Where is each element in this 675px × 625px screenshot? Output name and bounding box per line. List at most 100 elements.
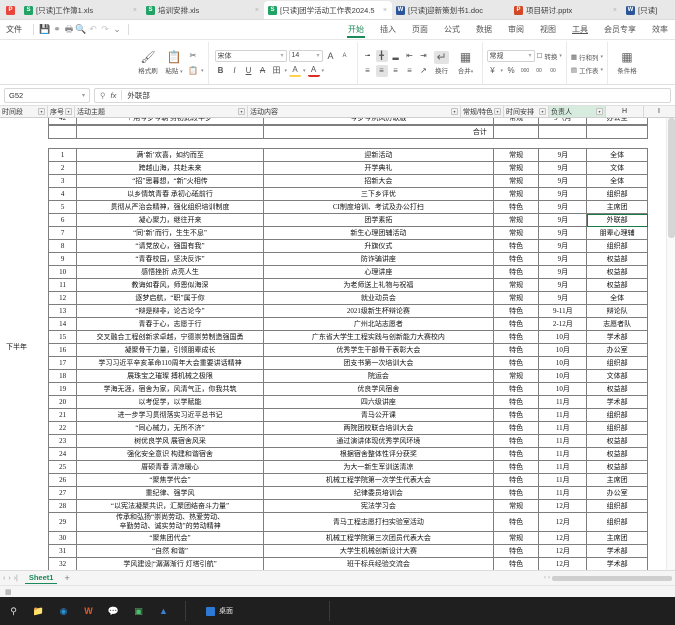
spreadsheet-grid[interactable]: 时间段 ▾ 序号 ▾ 活动主题 ▾ 活动内容 ▾ 常规/特色 ▾ 时间安排 ▾ — [0, 106, 675, 570]
cell-schedule[interactable]: 10月 — [538, 382, 588, 396]
cell-schedule[interactable]: 9月 — [538, 239, 588, 253]
cell-content[interactable]: 防诈骗讲座 — [262, 252, 494, 266]
cell-type[interactable]: 常规 — [492, 148, 540, 162]
cell-content[interactable]: 团学素拓 — [262, 213, 494, 227]
cell-theme[interactable]: 跨越山海，共赴未来 — [76, 161, 264, 175]
cell-type[interactable]: 特色 — [492, 421, 540, 435]
cell-content[interactable]: 招新大会 — [262, 174, 494, 188]
cell-theme[interactable]: 重纪律、强学风 — [76, 486, 264, 500]
cell-theme[interactable]: “青春校园，坚决反诈” — [76, 252, 264, 266]
column-header-theme[interactable]: 活动主题 ▾ — [75, 106, 248, 117]
table-row[interactable]: 20 以考促学，以学赋能 四六级讲座 特色 11月 学术部 — [47, 395, 648, 409]
convert-button[interactable]: ☐ 转换 ▾ — [536, 52, 562, 61]
cell-schedule[interactable]: 9月 — [538, 265, 588, 279]
column-header-i[interactable]: I — [644, 106, 674, 117]
filter-dropdown-icon[interactable]: ▾ — [65, 108, 72, 115]
cell-index[interactable]: 13 — [47, 304, 78, 318]
cell-owner[interactable]: 学术部 — [586, 330, 648, 344]
file-explorer-icon[interactable]: 📁 — [32, 605, 45, 616]
cell-theme[interactable]: 教诲如春风，师恩似海深 — [76, 278, 264, 292]
cell-index[interactable]: 9 — [47, 252, 78, 266]
filter-dropdown-icon[interactable]: ▾ — [539, 108, 546, 115]
table-row[interactable]: 14 青春于心，志愿于行 广州北站志愿者 特色 2-12月 志愿者队 — [47, 317, 648, 331]
tab-formula[interactable]: 公式 — [444, 24, 460, 34]
undo-icon[interactable]: ↶ — [89, 24, 97, 34]
cell-type[interactable]: 常规 — [492, 531, 540, 545]
tab-tools[interactable]: 工具 — [572, 24, 588, 34]
cell-owner[interactable]: 组织部 — [586, 512, 648, 532]
cell-owner[interactable]: 文体 — [586, 161, 648, 175]
filter-dropdown-icon[interactable]: ▾ — [238, 108, 245, 115]
cell-index[interactable] — [47, 125, 78, 139]
cell-index[interactable]: 10 — [47, 265, 78, 279]
cell-type[interactable]: 特色 — [492, 252, 540, 266]
align-middle-button[interactable]: ╋ — [375, 49, 388, 62]
cell-type[interactable]: 特色 — [492, 304, 540, 318]
cell-content[interactable]: 大学生机械创新设计大赛 — [262, 544, 494, 558]
document-tab-pdf[interactable]: P — [2, 1, 20, 19]
cell-theme[interactable] — [76, 125, 264, 139]
cell-type[interactable]: 特色 — [492, 343, 540, 357]
first-sheet-icon[interactable]: ‹ — [3, 574, 6, 582]
cell-type[interactable]: 特色 — [492, 460, 540, 474]
table-row[interactable]: 31 “自然 和谐” 大学生机械创新设计大赛 特色 12月 学术部 — [47, 544, 648, 558]
column-header-content[interactable]: 活动内容 ▾ — [248, 106, 461, 117]
align-center-button[interactable]: ≡ — [375, 64, 388, 77]
cell-index[interactable]: 25 — [47, 460, 78, 474]
cell-index[interactable]: 18 — [47, 369, 78, 383]
column-header-index[interactable]: 序号 ▾ — [48, 106, 75, 117]
cell-owner[interactable]: 组织部 — [586, 187, 648, 201]
cell-type[interactable]: 特色 — [492, 382, 540, 396]
taskbar-window-desktop[interactable]: 桌面 — [200, 604, 239, 618]
chevron-down-icon[interactable]: ▾ — [500, 67, 504, 74]
cell-schedule[interactable]: 11月 — [538, 447, 588, 461]
cell-content[interactable]: 机械工程学院第三次团员代表大会 — [262, 531, 494, 545]
column-header-type[interactable]: 常规/特色 ▾ — [461, 106, 504, 117]
cell-type[interactable]: 特色 — [492, 434, 540, 448]
format-painter-button[interactable]: 🖌 格式刷 — [135, 42, 161, 84]
table-row[interactable]: 8 “请党放心，强国有我” 升旗仪式 特色 9月 组织部 — [47, 239, 648, 253]
cell-content[interactable]: 迎新活动 — [262, 148, 494, 162]
document-tab-training[interactable]: S 培训安排.xls × — [142, 1, 264, 19]
cell-index[interactable]: 11 — [47, 278, 78, 292]
number-format-select[interactable]: 常规 ▾ — [486, 49, 535, 62]
decrease-indent-button[interactable]: ⇤ — [406, 51, 413, 60]
cell-theme[interactable]: 树优良学风 展宿舍风采 — [76, 434, 264, 448]
filter-dropdown-icon[interactable]: ▾ — [451, 108, 458, 115]
cell-theme[interactable]: 贯彻从严治会精神，强化组织培训制度 — [76, 200, 264, 214]
tab-home[interactable]: 开始 — [347, 22, 365, 38]
cell-schedule[interactable]: 9月 — [538, 278, 588, 292]
cell-schedule[interactable]: 10月 — [538, 369, 588, 383]
cell-type[interactable]: 常规 — [492, 499, 540, 513]
chevron-down-icon[interactable]: ▾ — [201, 67, 204, 74]
table-row[interactable]: 3 “招”思暮想，“新”火相传 招新大会 常规 9月 全体 — [47, 174, 648, 188]
column-header-period[interactable]: 时间段 ▾ — [0, 106, 48, 117]
cell-type[interactable]: 特色 — [492, 356, 540, 370]
wps-icon[interactable]: W — [84, 606, 93, 616]
cell-owner[interactable]: 学术部 — [586, 557, 648, 570]
view-mode-icon[interactable]: ▦ — [5, 588, 12, 596]
table-row[interactable]: 2 跨越山海，共赴未来 开学典礼 常规 9月 文体 — [47, 161, 648, 175]
cell-owner[interactable] — [586, 125, 648, 139]
tab-page[interactable]: 页面 — [412, 24, 428, 34]
tab-insert[interactable]: 插入 — [380, 24, 396, 34]
cell-type[interactable]: 特色 — [492, 557, 540, 570]
cell-index[interactable]: 14 — [47, 317, 78, 331]
worksheet-button[interactable]: ▤ 工作表 ▾ — [570, 66, 604, 75]
cell-content[interactable]: 为大一新生军训送清凉 — [262, 460, 494, 474]
cell-index[interactable]: 15 — [47, 330, 78, 344]
cell-content[interactable]: 优秀学生干部骨干表彰大会 — [262, 343, 494, 357]
document-tab-project-pptx[interactable]: P 项目研讨.pptx × — [510, 1, 622, 19]
cell-index[interactable]: 6 — [47, 213, 78, 227]
cell-owner[interactable]: 主席团 — [586, 473, 648, 487]
filter-dropdown-icon[interactable]: ▾ — [596, 108, 603, 115]
cell-owner[interactable]: 办公室 — [586, 486, 648, 500]
cell-schedule[interactable]: 9月 — [538, 291, 588, 305]
cell-owner[interactable]: 主席团 — [586, 200, 648, 214]
font-color-button[interactable]: A — [307, 65, 320, 77]
table-row[interactable]: 24 强化安全意识 构建和谐宿舍 根据宿舍整体性评分获奖 特色 11月 权益部 — [47, 447, 648, 461]
table-row[interactable]: 18 展珠宝之璀璨 搏机械之极限 院运会 常规 10月 文体部 — [47, 369, 648, 383]
cell-index[interactable]: 24 — [47, 447, 78, 461]
cell-theme[interactable]: “以宪法凝聚共识，汇聚团结奋斗力量” — [76, 499, 264, 513]
tab-view[interactable]: 视图 — [540, 24, 556, 34]
